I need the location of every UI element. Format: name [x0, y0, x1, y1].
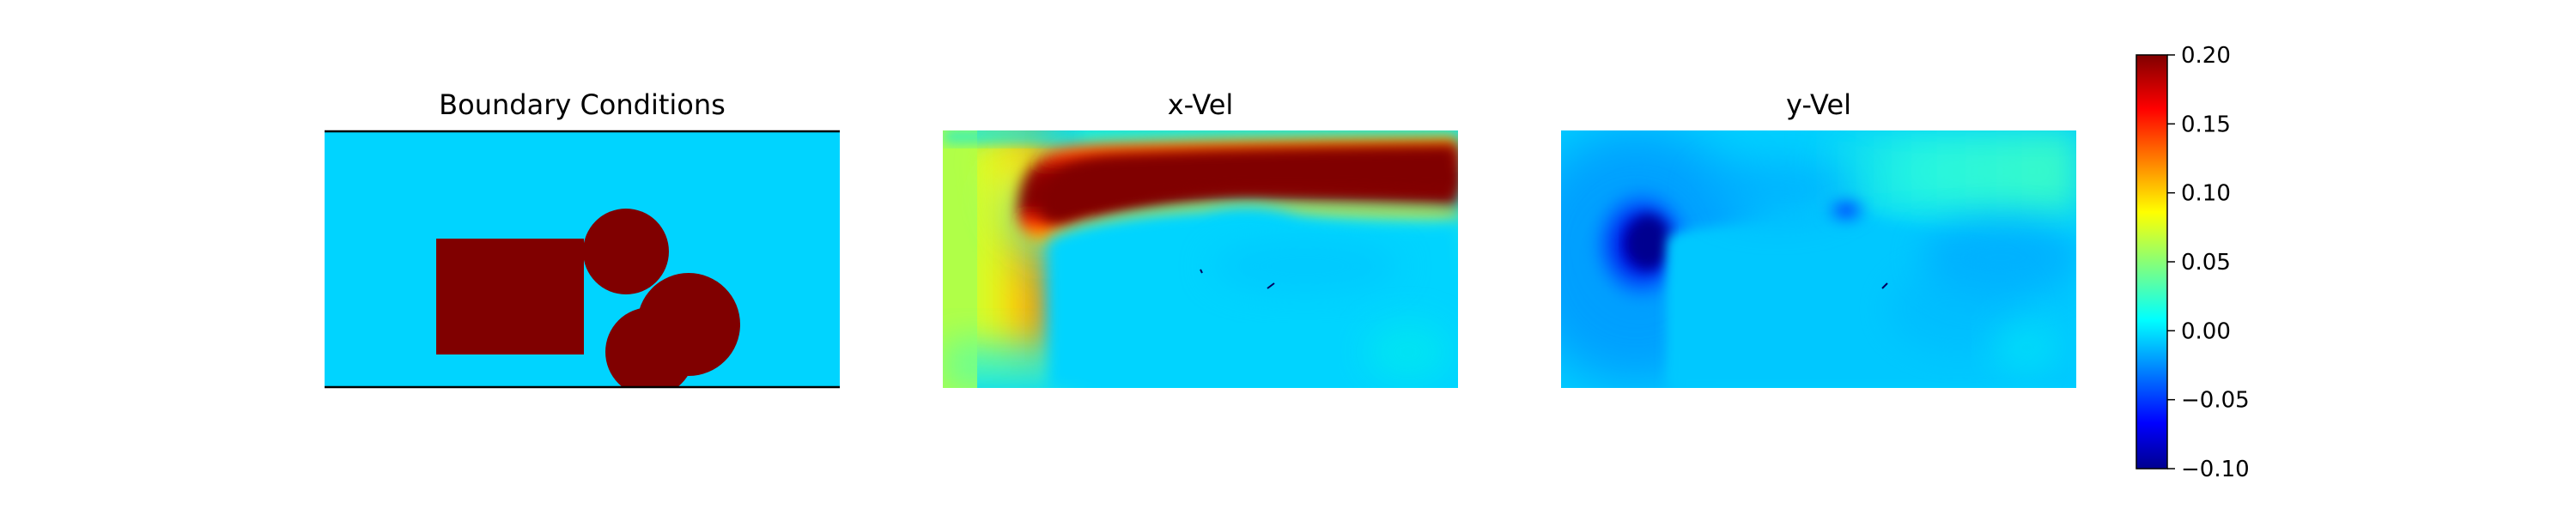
colorbar-tick-label: 0.00: [2181, 318, 2231, 344]
circle-obstacle-lower: [605, 307, 695, 388]
colorbar: 0.20 0.15 0.10 0.05 0.00 −0.05 −0.10: [2136, 43, 2250, 482]
panel-title-boundary-conditions: Boundary Conditions: [439, 88, 726, 121]
colorbar-gradient: [2136, 54, 2168, 470]
rectangle-obstacle: [436, 239, 584, 354]
panel-title-y-vel: y-Vel: [1786, 88, 1851, 121]
panel-y-vel: y-Vel: [1561, 88, 2076, 388]
x-vel-field: [943, 130, 1458, 388]
colorbar-tick-label: −0.05: [2181, 388, 2250, 414]
y-vel-field: [1561, 130, 2076, 388]
colorbar-tick-label: 0.20: [2181, 43, 2231, 69]
colorbar-tick-label: 0.10: [2181, 181, 2231, 207]
panel-title-x-vel: x-Vel: [1168, 88, 1234, 121]
colorbar-ticks: 0.20 0.15 0.10 0.05 0.00 −0.05 −0.10: [2167, 43, 2250, 482]
panel-boundary-conditions: Boundary Conditions: [325, 88, 840, 389]
colorbar-tick-label: 0.05: [2181, 250, 2231, 276]
colorbar-tick-label: 0.15: [2181, 112, 2231, 137]
colorbar-tick-label: −0.10: [2181, 457, 2250, 482]
panel-x-vel: x-Vel: [943, 88, 1458, 388]
circle-obstacle-upper: [583, 209, 669, 294]
